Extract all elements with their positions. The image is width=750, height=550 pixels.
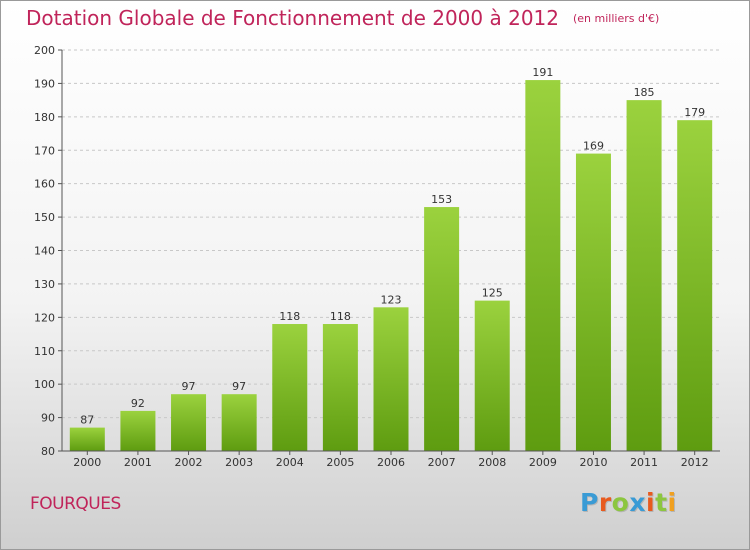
logo-letter: i [667,488,677,517]
logo-letter: r [598,488,612,517]
logo-letter: i [646,488,656,517]
value-label-2000: 87 [80,414,94,427]
y-tick-label: 80 [41,445,55,458]
x-tick-label-2004: 2004 [276,456,304,469]
value-label-2001: 92 [131,397,145,410]
chart-title-text: Dotation Globale de Fonctionnement de 20… [26,6,559,30]
commune-name: FOURQUES [30,494,121,514]
bar-2002 [171,394,207,451]
bar-2011 [626,100,662,451]
proxiti-logo[interactable]: Proxiti [580,488,677,517]
x-tick-label-2012: 2012 [681,456,709,469]
logo-letter: x [629,488,646,517]
y-tick-label: 170 [34,144,55,157]
x-tick-label-2008: 2008 [478,456,506,469]
value-label-2002: 97 [182,380,196,393]
bar-2001 [120,410,156,451]
logo-letter: t [655,488,668,517]
y-tick-label: 90 [41,412,55,425]
value-label-2009: 191 [532,66,553,79]
value-label-2008: 125 [482,287,503,300]
bar-2006 [373,307,409,451]
y-tick-label: 140 [34,245,55,258]
value-label-2006: 123 [381,293,402,306]
bar-2005 [322,324,358,451]
x-tick-label-2001: 2001 [124,456,152,469]
x-tick-label-2000: 2000 [73,456,101,469]
value-label-2010: 169 [583,140,604,153]
bar-2009 [525,80,561,451]
chart-title: Dotation Globale de Fonctionnement de 20… [26,6,659,30]
y-tick-label: 130 [34,278,55,291]
x-tick-label-2002: 2002 [175,456,203,469]
bar-2007 [424,207,460,451]
x-tick-label-2007: 2007 [428,456,456,469]
value-label-2005: 118 [330,310,351,323]
y-tick-label: 190 [34,77,55,90]
labels: 80 90 100 110 120 130 140 150 160 170 180 190 200 87 2… [34,44,709,469]
value-label-2004: 118 [279,310,300,323]
y-tick-label: 180 [34,111,55,124]
value-label-2007: 153 [431,193,452,206]
logo-letter: o [611,488,630,517]
x-tick-label-2011: 2011 [630,456,658,469]
x-tick-label-2003: 2003 [225,456,253,469]
bar-2000 [69,427,105,451]
y-tick-label: 200 [34,44,55,57]
bar-2003 [221,394,257,451]
y-tick-label: 150 [34,211,55,224]
value-label-2012: 179 [684,106,705,119]
bar-2008 [474,300,510,451]
bar-2010 [575,153,611,451]
x-tick-label-2005: 2005 [326,456,354,469]
y-tick-label: 120 [34,311,55,324]
value-label-2003: 97 [232,380,246,393]
bar-2004 [272,324,308,451]
x-tick-label-2006: 2006 [377,456,405,469]
axes [58,49,720,455]
y-tick-label: 100 [34,378,55,391]
x-tick-label-2009: 2009 [529,456,557,469]
y-tick-label: 160 [34,178,55,191]
x-tick-label-2010: 2010 [579,456,607,469]
logo-letter: P [580,488,599,517]
bar-2012 [677,120,713,452]
chart-unit: (en milliers d'€) [573,12,660,25]
value-label-2011: 185 [634,86,655,99]
bars [69,80,713,452]
y-tick-label: 110 [34,345,55,358]
